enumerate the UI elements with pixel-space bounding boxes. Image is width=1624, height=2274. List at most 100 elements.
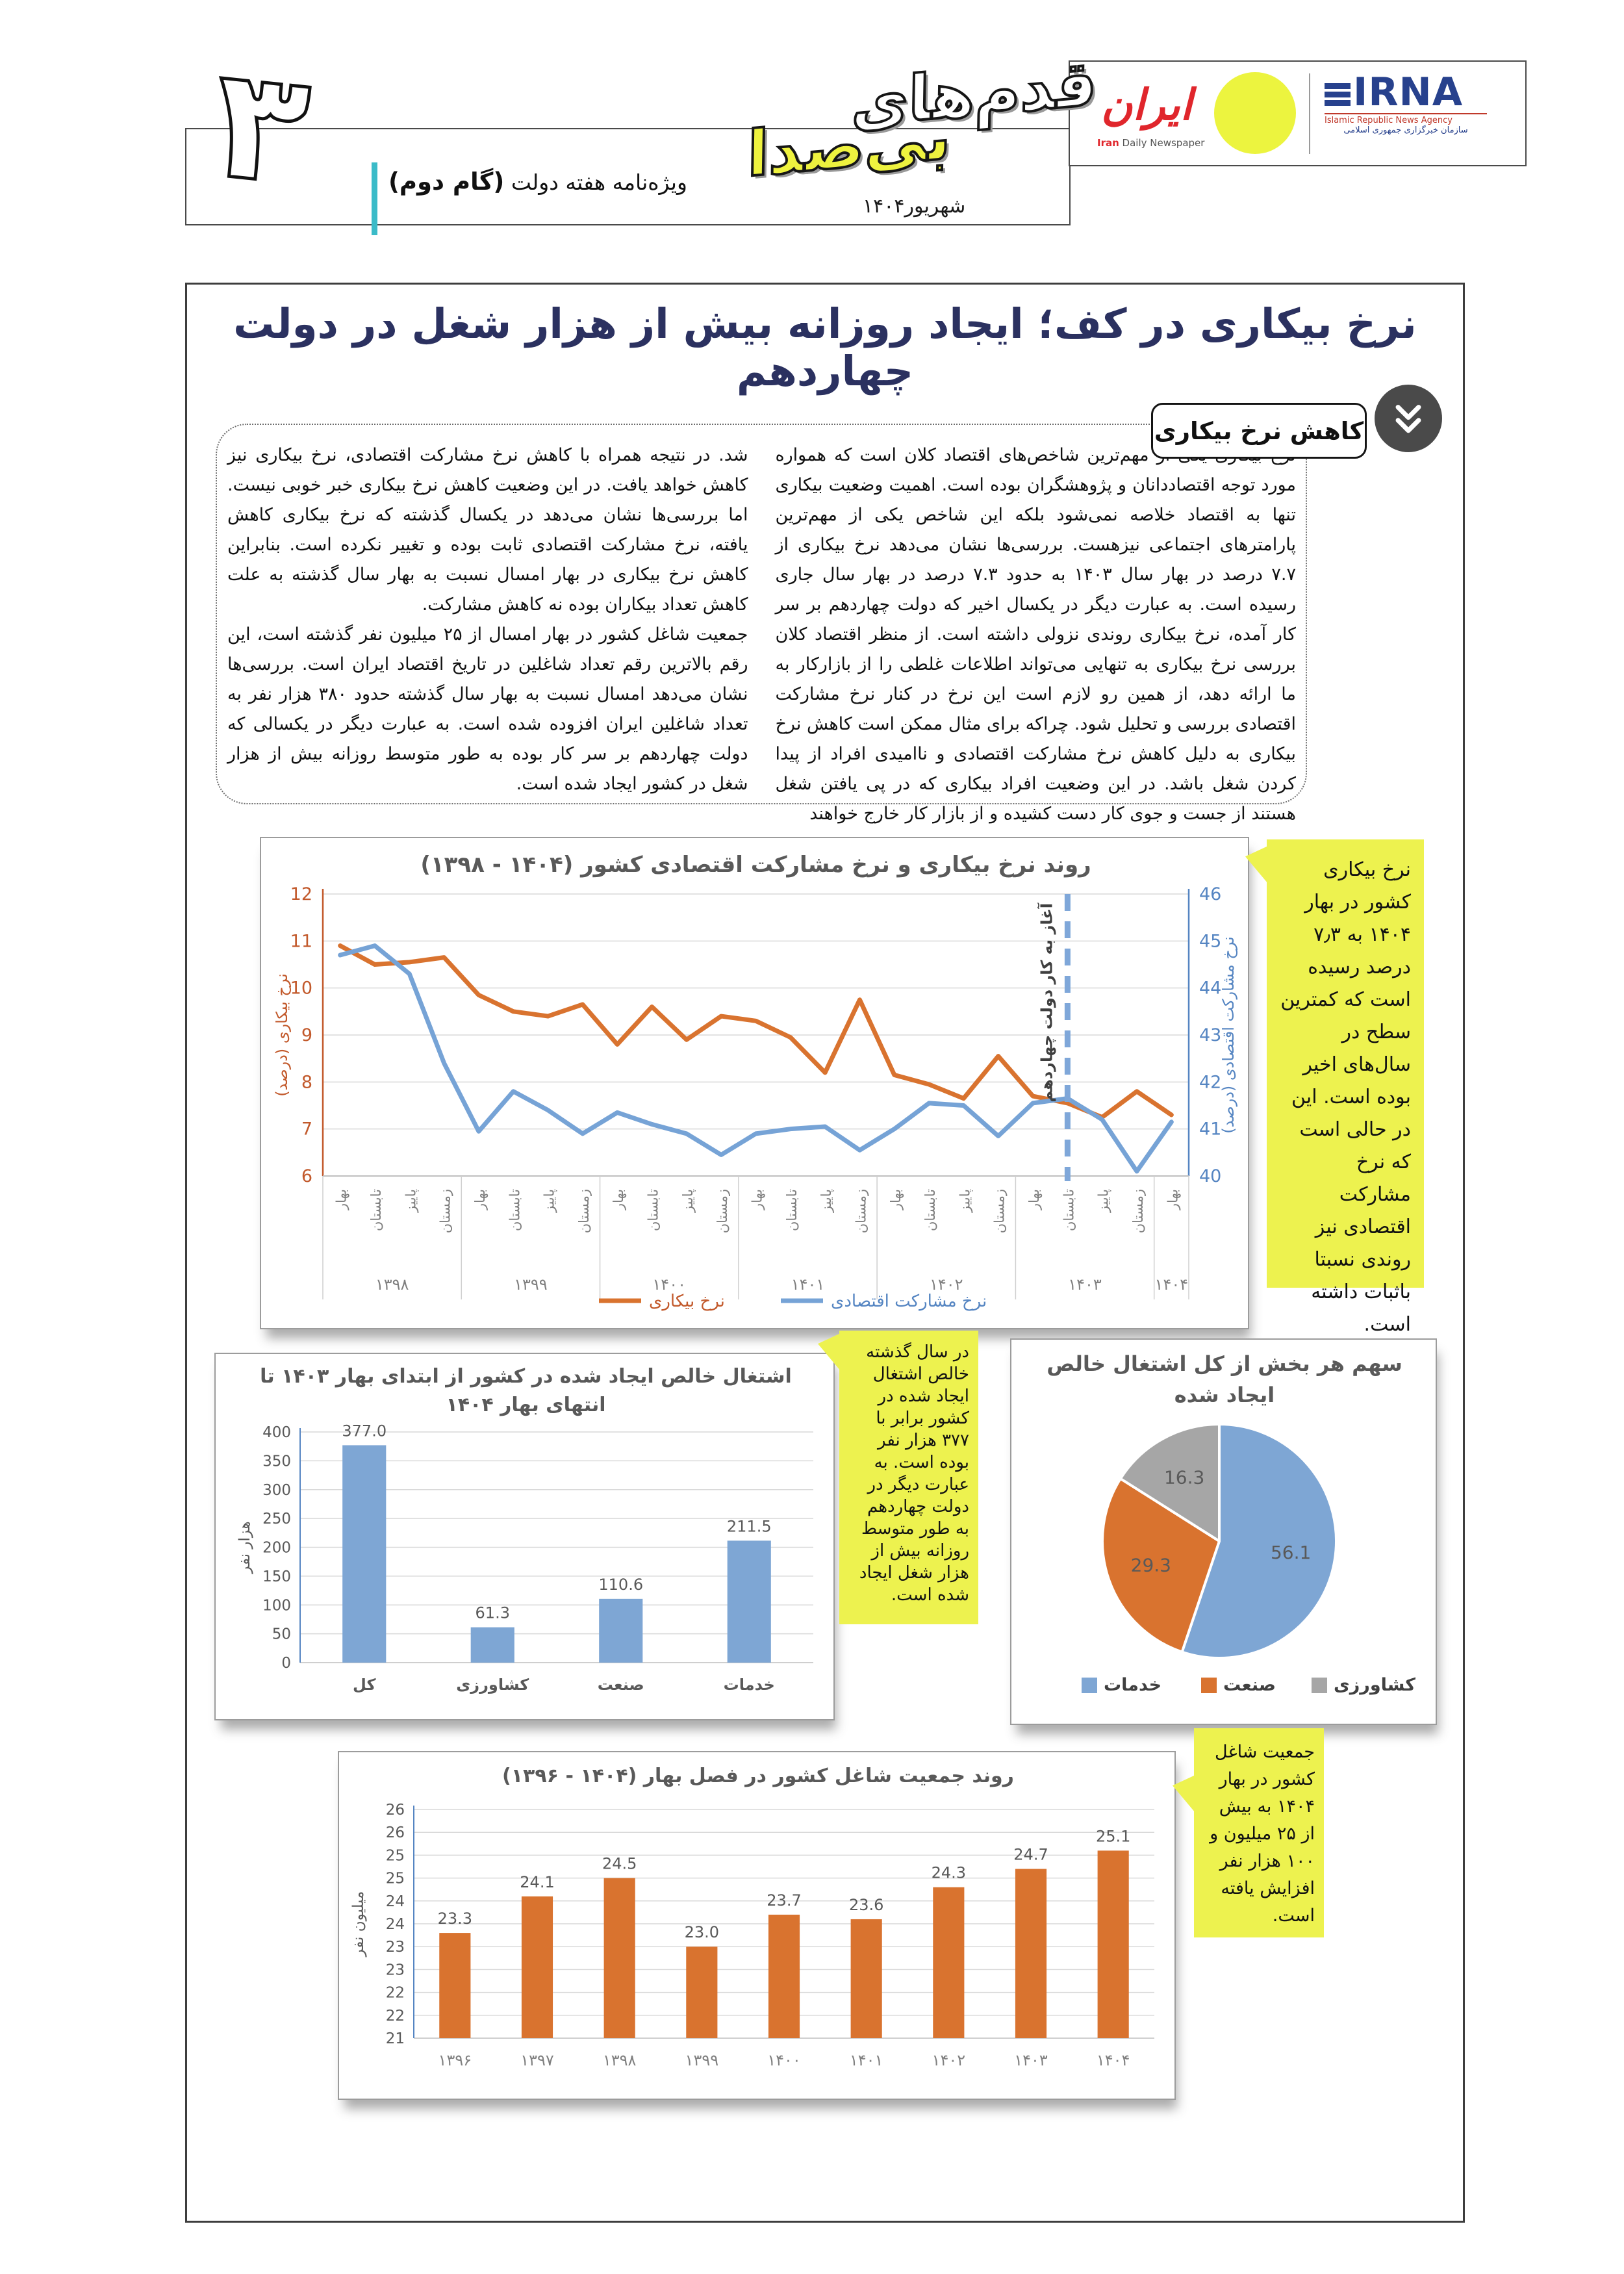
svg-text:100: 100 <box>262 1597 291 1614</box>
iran-daily-logo: ایران <box>1101 80 1192 130</box>
svg-text:7: 7 <box>301 1119 312 1140</box>
svg-text:200: 200 <box>262 1540 291 1557</box>
svg-text:23: 23 <box>386 1961 405 1978</box>
svg-text:زمستان: زمستان <box>992 1189 1008 1233</box>
svg-text:نرخ مشارکت اقتصادی (درصد): نرخ مشارکت اقتصادی (درصد) <box>1219 936 1237 1133</box>
svg-text:23.0: 23.0 <box>685 1923 719 1941</box>
svg-text:۱۴۰۳: ۱۴۰۳ <box>1068 1275 1102 1294</box>
svg-text:300: 300 <box>262 1482 291 1499</box>
svg-text:۱۳۹۷: ۱۳۹۷ <box>520 2051 554 2069</box>
svg-text:40: 40 <box>1199 1166 1221 1186</box>
svg-text:تابستان: تابستان <box>368 1189 384 1231</box>
svg-text:سهم هر بخش از کل اشتغال خالص: سهم هر بخش از کل اشتغال خالص <box>1047 1351 1402 1376</box>
svg-text:زمستان: زمستان <box>715 1189 730 1233</box>
issue-date: شهریور۱۴۰۴ <box>863 195 966 218</box>
article-column-right: نرخ بیکاری یکی از مهم‌ترین شاخص‌های اقتص… <box>775 445 1297 824</box>
svg-text:بهار: بهار <box>611 1189 626 1210</box>
article-title: نرخ بیکاری در کف؛ ایجاد روزانه بیش از هز… <box>233 300 1417 395</box>
svg-text:110.6: 110.6 <box>598 1576 643 1594</box>
line-chart-svg: روند نرخ بیکاری و نرخ مشارکت اقتصادی کشو… <box>273 852 1237 1311</box>
svg-text:کل: کل <box>353 1676 375 1694</box>
svg-text:میلیون نفر: میلیون نفر <box>350 1891 367 1958</box>
svg-text:16.3: 16.3 <box>1164 1466 1204 1488</box>
page-number: ۳ <box>204 32 318 222</box>
svg-text:بهار: بهار <box>334 1189 349 1210</box>
edition-prefix: ویژه‌نامه هفته دولت <box>504 170 687 195</box>
svg-text:هزار نفر: هزار نفر <box>236 1521 253 1574</box>
edition-bold: (گام دوم) <box>388 168 505 196</box>
svg-text:24.5: 24.5 <box>602 1855 637 1873</box>
irna-subtitle-fa: سازمان خبرگزاری جمهوری اسلامی <box>1343 125 1468 135</box>
svg-text:زمستان: زمستان <box>576 1189 592 1233</box>
sector-pie-chart-svg: سهم هر بخش از کل اشتغال خالص ایجاد شده 56.… <box>1047 1351 1415 1695</box>
callout-unemployment: نرخ بیکاری کشور در بهار ۱۴۰۴ به ۷٫۳ درصد… <box>1245 839 1424 1336</box>
svg-text:زمستان: زمستان <box>853 1189 869 1233</box>
svg-text:45: 45 <box>1199 931 1221 951</box>
svg-text:150: 150 <box>262 1568 291 1585</box>
irna-bars-icon <box>1325 81 1351 109</box>
svg-text:46: 46 <box>1199 884 1221 904</box>
svg-text:زمستان: زمستان <box>438 1189 453 1233</box>
svg-text:24.3: 24.3 <box>932 1864 966 1882</box>
article-paragraph: شد. در نتیجه همراه با کاهش نرخ مشارکت اق… <box>227 445 748 615</box>
svg-text:25.1: 25.1 <box>1096 1827 1130 1845</box>
svg-text:0: 0 <box>281 1655 291 1672</box>
svg-text:23: 23 <box>386 1939 405 1956</box>
svg-text:روند جمعیت شاغل کشور در فصل به: روند جمعیت شاغل کشور در فصل بهار (۱۴۰۴ -… <box>502 1765 1014 1787</box>
svg-text:پاییز: پاییز <box>818 1189 834 1213</box>
svg-text:50: 50 <box>272 1626 291 1643</box>
svg-text:صنعت: صنعت <box>598 1676 644 1694</box>
svg-text:خدمات: خدمات <box>724 1676 775 1694</box>
svg-text:25: 25 <box>386 1847 405 1864</box>
svg-text:بهار: بهار <box>1165 1189 1180 1210</box>
kicker-badge: کاهش نرخ بیکاری <box>1151 403 1367 459</box>
svg-text:۱۴۰۲: ۱۴۰۲ <box>930 1275 963 1294</box>
publisher-logos-box: ایران Iran Daily Newspaper IRNA Islamic … <box>1069 60 1527 166</box>
svg-text:24.1: 24.1 <box>520 1873 554 1891</box>
svg-text:24: 24 <box>386 1893 405 1910</box>
svg-text:44: 44 <box>1199 978 1221 999</box>
svg-text:ایجاد شده: ایجاد شده <box>1174 1383 1275 1407</box>
svg-text:پاییز: پاییز <box>1096 1189 1111 1213</box>
svg-text:بهار: بهار <box>1026 1189 1042 1210</box>
svg-text:26: 26 <box>386 1802 405 1819</box>
employed-trend-chart-svg: روند جمعیت شاغل کشور در فصل بهار (۱۴۰۴ -… <box>350 1765 1154 2069</box>
svg-text:22: 22 <box>386 1985 405 2002</box>
svg-text:پاییز: پاییز <box>957 1189 972 1213</box>
svg-text:۱۳۹۹: ۱۳۹۹ <box>514 1275 548 1294</box>
svg-text:۱۳۹۸: ۱۳۹۸ <box>603 2051 637 2069</box>
svg-text:24: 24 <box>386 1916 405 1933</box>
svg-text:پاییز: پاییز <box>680 1189 696 1213</box>
svg-text:41: 41 <box>1199 1119 1221 1140</box>
iran-daily-subtitle: Iran Daily Newspaper <box>1097 137 1205 149</box>
svg-text:24.7: 24.7 <box>1013 1846 1048 1864</box>
callout-employment: در سال گذشته خالص اشتغال ایجاد شده در کش… <box>818 1331 978 1624</box>
svg-text:۱۴۰۰: ۱۴۰۰ <box>767 2051 801 2069</box>
svg-text:۱۳۹۸: ۱۳۹۸ <box>375 1275 409 1294</box>
svg-text:8: 8 <box>301 1072 312 1092</box>
svg-text:تابستان: تابستان <box>1061 1189 1076 1231</box>
header-strip <box>185 128 1071 225</box>
svg-text:نرخ بیکاری (درصد): نرخ بیکاری (درصد) <box>273 973 291 1097</box>
svg-text:۱۴۰۴: ۱۴۰۴ <box>1097 2051 1130 2069</box>
svg-text:61.3: 61.3 <box>476 1604 510 1622</box>
masthead-word-bottom: بی‌صدا <box>746 99 953 192</box>
svg-text:۱۴۰۰: ۱۴۰۰ <box>652 1275 686 1294</box>
svg-text:۱۳۹۶: ۱۳۹۶ <box>438 2051 472 2069</box>
svg-text:21: 21 <box>386 2030 405 2047</box>
svg-text:25: 25 <box>386 1871 405 1887</box>
svg-text:صنعت: صنعت <box>1223 1675 1276 1695</box>
kicker-circle <box>1375 385 1442 452</box>
svg-text:377.0: 377.0 <box>342 1422 387 1440</box>
irna-wordmark: IRNA <box>1353 70 1464 115</box>
line-chart: روند نرخ بیکاری و نرخ مشارکت اقتصادی کشو… <box>260 837 1249 1329</box>
article-columns: نرخ بیکاری یکی از مهم‌ترین شاخص‌های اقتص… <box>227 441 1297 824</box>
svg-text:23.3: 23.3 <box>438 1910 472 1928</box>
svg-text:23.7: 23.7 <box>767 1891 801 1910</box>
svg-text:350: 350 <box>262 1453 291 1470</box>
svg-text:۱۴۰۱: ۱۴۰۱ <box>791 1275 825 1294</box>
article-column-left: شد. در نتیجه همراه با کاهش نرخ مشارکت اق… <box>227 441 748 794</box>
svg-text:29.3: 29.3 <box>1131 1554 1171 1576</box>
svg-text:تابستان: تابستان <box>646 1189 661 1231</box>
